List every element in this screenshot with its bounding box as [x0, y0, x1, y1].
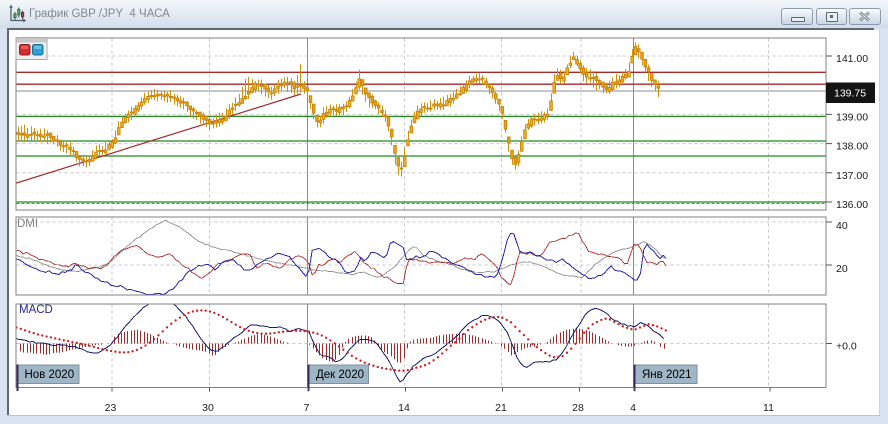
- svg-text:Янв 2021: Янв 2021: [642, 369, 692, 381]
- svg-text:4: 4: [630, 402, 636, 414]
- svg-text:139.75: 139.75: [834, 88, 866, 100]
- svg-text:141.00: 141.00: [836, 53, 868, 65]
- svg-text:Дек 2020: Дек 2020: [316, 369, 364, 381]
- svg-text:Нов 2020: Нов 2020: [25, 369, 75, 381]
- svg-text:20: 20: [836, 263, 848, 275]
- svg-text:7: 7: [304, 402, 310, 414]
- svg-text:138.00: 138.00: [836, 141, 868, 153]
- svg-text:21: 21: [495, 402, 507, 414]
- svg-text:14: 14: [398, 402, 410, 414]
- svg-text:137.00: 137.00: [836, 170, 868, 182]
- svg-text:30: 30: [202, 402, 214, 414]
- svg-text:11: 11: [763, 402, 774, 414]
- svg-text:28: 28: [572, 402, 584, 414]
- svg-text:MACD: MACD: [19, 304, 53, 316]
- svg-text:136.00: 136.00: [836, 199, 868, 211]
- svg-text:23: 23: [105, 402, 117, 414]
- svg-text:139.00: 139.00: [836, 111, 868, 123]
- svg-text:+0.0: +0.0: [836, 341, 857, 353]
- svg-text:40: 40: [836, 220, 848, 232]
- svg-text:DMI: DMI: [17, 218, 38, 230]
